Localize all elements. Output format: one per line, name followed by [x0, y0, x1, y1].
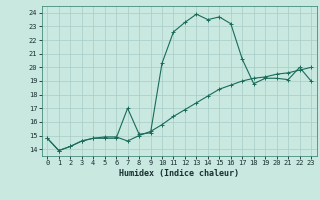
X-axis label: Humidex (Indice chaleur): Humidex (Indice chaleur)	[119, 169, 239, 178]
